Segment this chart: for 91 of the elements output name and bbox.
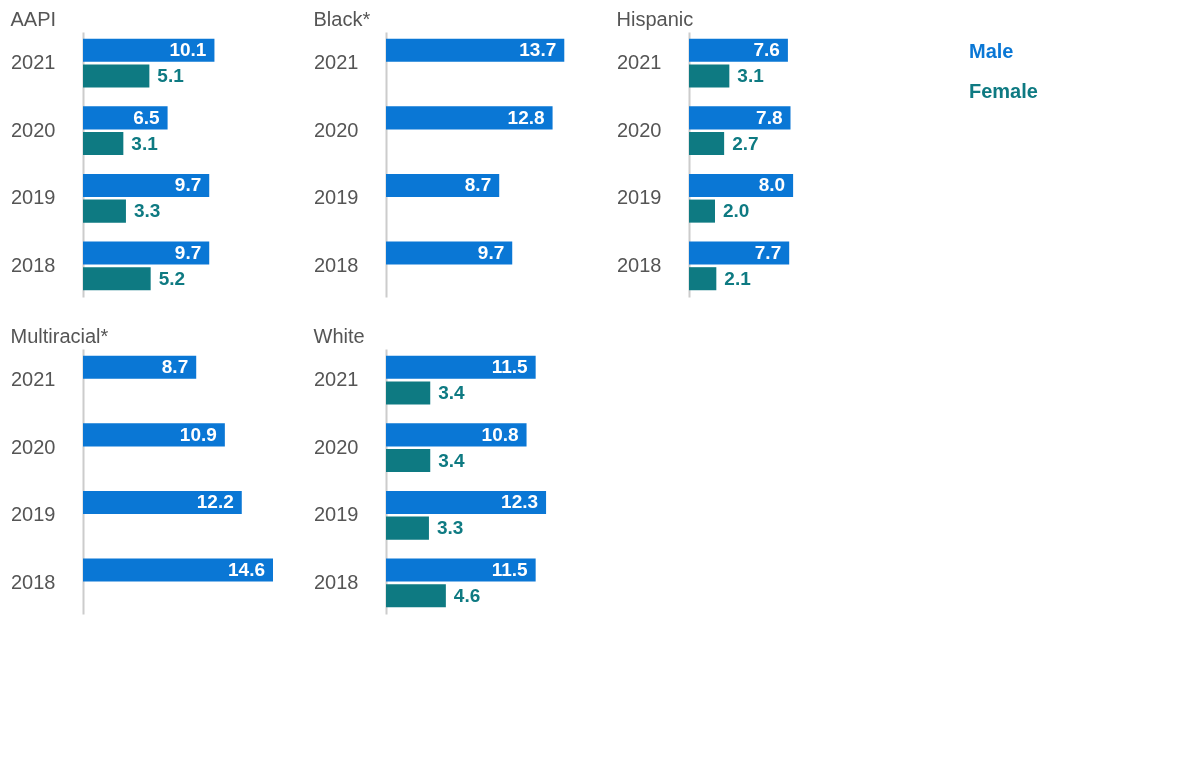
y-tick-label: 2019 bbox=[11, 186, 56, 209]
bar bbox=[689, 106, 791, 130]
bar bbox=[386, 355, 536, 379]
bar bbox=[689, 173, 794, 198]
bar bbox=[386, 38, 565, 62]
bar bbox=[83, 558, 273, 582]
bar bbox=[386, 173, 500, 198]
data-label: 9.7 bbox=[477, 242, 505, 264]
data-label: 5.2 bbox=[158, 267, 186, 289]
data-label: 11.5 bbox=[491, 356, 529, 378]
bar bbox=[83, 106, 168, 130]
y-tick-label: 2018 bbox=[11, 570, 56, 593]
y-tick-label: 2021 bbox=[11, 51, 56, 74]
data-label: 12.3 bbox=[501, 491, 539, 513]
y-tick-label: 2021 bbox=[314, 51, 359, 74]
chart-title: Multiracial* bbox=[10, 325, 109, 347]
data-label: 8.7 bbox=[464, 174, 492, 196]
bar bbox=[386, 490, 547, 515]
bar bbox=[83, 38, 215, 62]
bar bbox=[689, 267, 717, 291]
y-tick-label: 2018 bbox=[11, 253, 56, 276]
data-label: 7.6 bbox=[753, 39, 780, 61]
data-label: 11.5 bbox=[491, 559, 529, 581]
bar bbox=[83, 131, 124, 156]
data-label: 2.1 bbox=[724, 267, 752, 289]
data-label: 10.9 bbox=[179, 423, 217, 445]
bar bbox=[386, 381, 431, 405]
data-label: 2.7 bbox=[732, 132, 759, 154]
y-tick-label: 2021 bbox=[617, 51, 662, 74]
y-tick-label: 2020 bbox=[11, 118, 56, 141]
chart-title: Black* bbox=[313, 8, 371, 30]
data-label: 4.6 bbox=[453, 584, 481, 606]
y-tick-label: 2018 bbox=[617, 253, 662, 276]
y-tick-label: 2020 bbox=[314, 435, 359, 458]
data-label: 10.8 bbox=[481, 423, 519, 445]
bar bbox=[83, 199, 126, 223]
y-tick-label: 2020 bbox=[314, 118, 359, 141]
bar bbox=[689, 199, 716, 223]
data-label: 3.1 bbox=[131, 132, 159, 154]
data-label: 12.2 bbox=[196, 491, 234, 513]
y-tick-label: 2018 bbox=[314, 253, 359, 276]
bar bbox=[689, 64, 730, 88]
y-tick-label: 2019 bbox=[314, 503, 359, 526]
chart-title: Hispanic bbox=[616, 8, 694, 30]
y-tick-label: 2020 bbox=[11, 435, 56, 458]
bar bbox=[83, 355, 197, 379]
data-label: 9.7 bbox=[174, 242, 202, 264]
bar bbox=[386, 241, 513, 265]
y-tick-label: 2021 bbox=[11, 368, 56, 391]
bar bbox=[83, 173, 210, 198]
bar bbox=[386, 448, 431, 473]
bar bbox=[83, 241, 210, 265]
data-label: 13.7 bbox=[519, 39, 557, 61]
y-tick-label: 2021 bbox=[314, 368, 359, 391]
bar bbox=[83, 267, 151, 291]
bar bbox=[83, 423, 225, 447]
data-label: 8.0 bbox=[758, 174, 786, 196]
text: Male bbox=[969, 40, 1014, 62]
chart-title: White bbox=[313, 325, 365, 347]
data-label: 5.1 bbox=[157, 64, 185, 86]
bar bbox=[386, 516, 429, 540]
bar bbox=[689, 38, 788, 62]
data-label: 3.3 bbox=[436, 517, 464, 539]
data-label: 14.6 bbox=[228, 559, 265, 581]
bar bbox=[386, 106, 553, 130]
bar bbox=[386, 558, 536, 582]
bar bbox=[83, 64, 150, 88]
data-label: 9.7 bbox=[174, 174, 202, 196]
y-tick-label: 2019 bbox=[314, 186, 359, 209]
bar bbox=[689, 241, 790, 265]
data-label: 8.7 bbox=[161, 356, 189, 378]
bar bbox=[386, 423, 527, 447]
chart-title: AAPI bbox=[10, 8, 57, 30]
y-tick-label: 2020 bbox=[617, 118, 662, 141]
y-tick-label: 2018 bbox=[314, 570, 359, 593]
data-label: 7.7 bbox=[754, 242, 782, 264]
data-label: 3.1 bbox=[737, 64, 765, 86]
data-label: 10.1 bbox=[169, 39, 207, 61]
data-label: 3.4 bbox=[438, 449, 466, 471]
data-label: 3.3 bbox=[133, 200, 161, 222]
data-label: 12.8 bbox=[507, 106, 545, 128]
data-label: 2.0 bbox=[723, 200, 750, 222]
data-label: 7.8 bbox=[756, 106, 783, 128]
bar bbox=[83, 490, 242, 515]
bar bbox=[689, 131, 725, 156]
data-label: 3.4 bbox=[438, 381, 466, 403]
y-tick-label: 2019 bbox=[617, 186, 662, 209]
text: Female bbox=[969, 80, 1038, 102]
bar bbox=[386, 584, 446, 608]
y-tick-label: 2019 bbox=[11, 503, 56, 526]
data-label: 6.5 bbox=[133, 106, 161, 128]
